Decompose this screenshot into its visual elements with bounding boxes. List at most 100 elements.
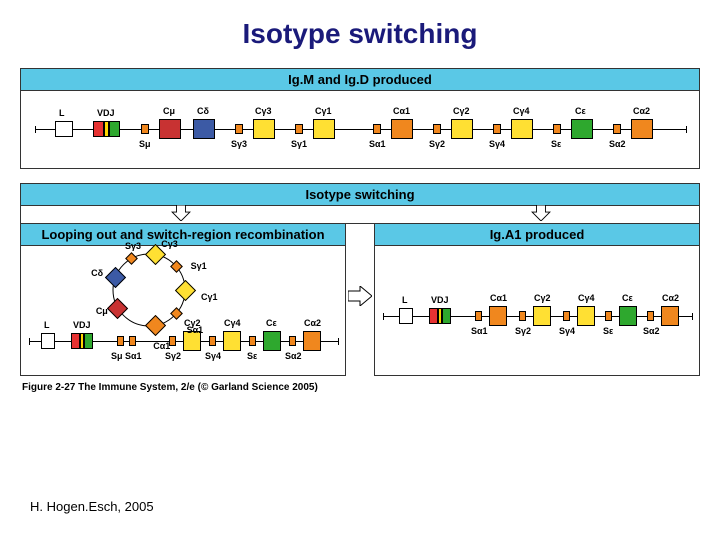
label-Ce: Cε [622,293,633,303]
label-Sg2: Sγ2 [515,326,531,336]
segment-Sg2 [519,311,526,321]
label-Sg2: Sγ2 [165,351,181,361]
label-J: VDJ [431,295,449,305]
segment-Ce [571,119,593,139]
segment-Sg2 [433,124,441,134]
label-Smu: Sμ [139,139,151,149]
segment-Se [553,124,561,134]
segment-Cg2 [533,306,551,326]
segment-Sa2 [289,336,296,346]
segment-Sa2 [613,124,621,134]
segment-Ca1 [391,119,413,139]
segment-Ce [263,331,281,351]
segment-Cmu [159,119,181,139]
top-body: LVDJSμCμCδSγ3Cγ3Sγ1Cγ1Sα1Cα1Sγ2Cγ2Sγ4Cγ4… [20,91,700,169]
label-Sg1: Sγ1 [291,139,307,149]
label-Sg3: Sγ3 [231,139,247,149]
loop-label-Cg3: Cγ3 [161,239,178,249]
label-Cg2: Cγ2 [453,106,470,116]
arrow-down-right-icon [531,205,551,221]
label-Cdelta: Cδ [197,106,209,116]
label-Cmu: Cμ [163,106,175,116]
right-header: Ig.A1 produced [374,224,700,246]
mid-header: Isotype switching [20,183,700,206]
label-Ca2: Cα2 [304,318,321,328]
page-title: Isotype switching [0,0,720,58]
label-Sa1: Sα1 [471,326,488,336]
label-Ce: Cε [266,318,277,328]
label-Cg1: Cγ1 [315,106,332,116]
label-Sg4: Sγ4 [205,351,221,361]
left-header: Looping out and switch-region recombinat… [20,224,346,246]
loop-label-Sg3: Sγ3 [125,241,141,251]
segment-Sg4 [493,124,501,134]
label-Ce: Cε [575,106,586,116]
label-Sa2: Sα2 [609,139,626,149]
label-Ca2: Cα2 [633,106,650,116]
segment-L [399,308,413,324]
segment-Cg4 [577,306,595,326]
segment-Sg4 [563,311,570,321]
segment-Cg2 [451,119,473,139]
segment-Smu [141,124,149,134]
label-Cg3: Cγ3 [255,106,272,116]
segment-Ca2 [303,331,321,351]
label-Se: Sε [551,139,561,149]
label-Cg4: Cγ4 [224,318,241,328]
segment-Cg1 [313,119,335,139]
segment-L [41,333,55,349]
loop-label-Cmu: Cμ [96,306,108,316]
segment-Cdelta [193,119,215,139]
segment-Sg1 [295,124,303,134]
label-Se: Sε [603,326,613,336]
segment-Cg4 [511,119,533,139]
arrow-down-left-icon [171,205,191,221]
label-J: VDJ [97,108,115,118]
label-Ca1: Cα1 [490,293,507,303]
label-J: VDJ [73,320,91,330]
segment-Sa1b [129,336,136,346]
segment-Ca1 [489,306,507,326]
loop-label-Sg1: Sγ1 [191,261,207,271]
segment-Cg3 [253,119,275,139]
label-L: L [402,295,408,305]
label-Sg4: Sγ4 [489,139,505,149]
figure-container: Ig.M and Ig.D produced L VDJ Sμ Cμ Cδ Sγ3 Cγ3 S… [20,68,700,393]
label-Cg4: Cγ4 [513,106,530,116]
segment-J [442,308,451,324]
mid-body [20,206,700,224]
loop-label-Cdelta: Cδ [91,268,103,278]
right-col: Ig.A1 produced LVDJSα1Cα1Sγ2Cγ2Sγ4Cγ4SεC… [374,224,700,376]
right-body: LVDJSα1Cα1Sγ2Cγ2Sγ4Cγ4SεCεSα2Cα2 [374,246,700,376]
segment-Sg4 [209,336,216,346]
segment-Sa1 [475,311,482,321]
segment-V [93,121,104,137]
left-body: LVDJSμSα1Sγ2Cγ2Sγ4Cγ4SεCεSα2Cα2CμCδSγ3Cγ… [20,246,346,376]
label-Sg4: Sγ4 [559,326,575,336]
arrow-right-icon [348,286,372,306]
left-col: Looping out and switch-region recombinat… [20,224,346,376]
loop-label-Sa1: Sα1 [187,325,204,335]
top-header: Ig.M and Ig.D produced [20,68,700,91]
segment-Smu [117,336,124,346]
loop-label-Cg1: Cγ1 [201,292,218,302]
label-Sa2: Sα2 [643,326,660,336]
label-Sa1: Sα1 [369,139,386,149]
segment-Ca2 [631,119,653,139]
label-Sa1b: Sα1 [125,351,142,361]
segment-V [71,333,80,349]
label-Ca2: Cα2 [662,293,679,303]
segment-V [429,308,438,324]
figure-caption: Figure 2-27 The Immune System, 2/e (© Ga… [22,382,700,393]
segment-L [55,121,73,137]
segment-Sa2 [647,311,654,321]
segment-Sa1 [373,124,381,134]
label-L: L [59,108,65,118]
label-Cg2: Cγ2 [534,293,551,303]
attribution: H. Hogen.Esch, 2005 [30,499,154,514]
label-Ca1: Cα1 [393,106,410,116]
segment-J [84,333,93,349]
segment-Se [605,311,612,321]
label-L: L [44,320,50,330]
segment-Ca2 [661,306,679,326]
